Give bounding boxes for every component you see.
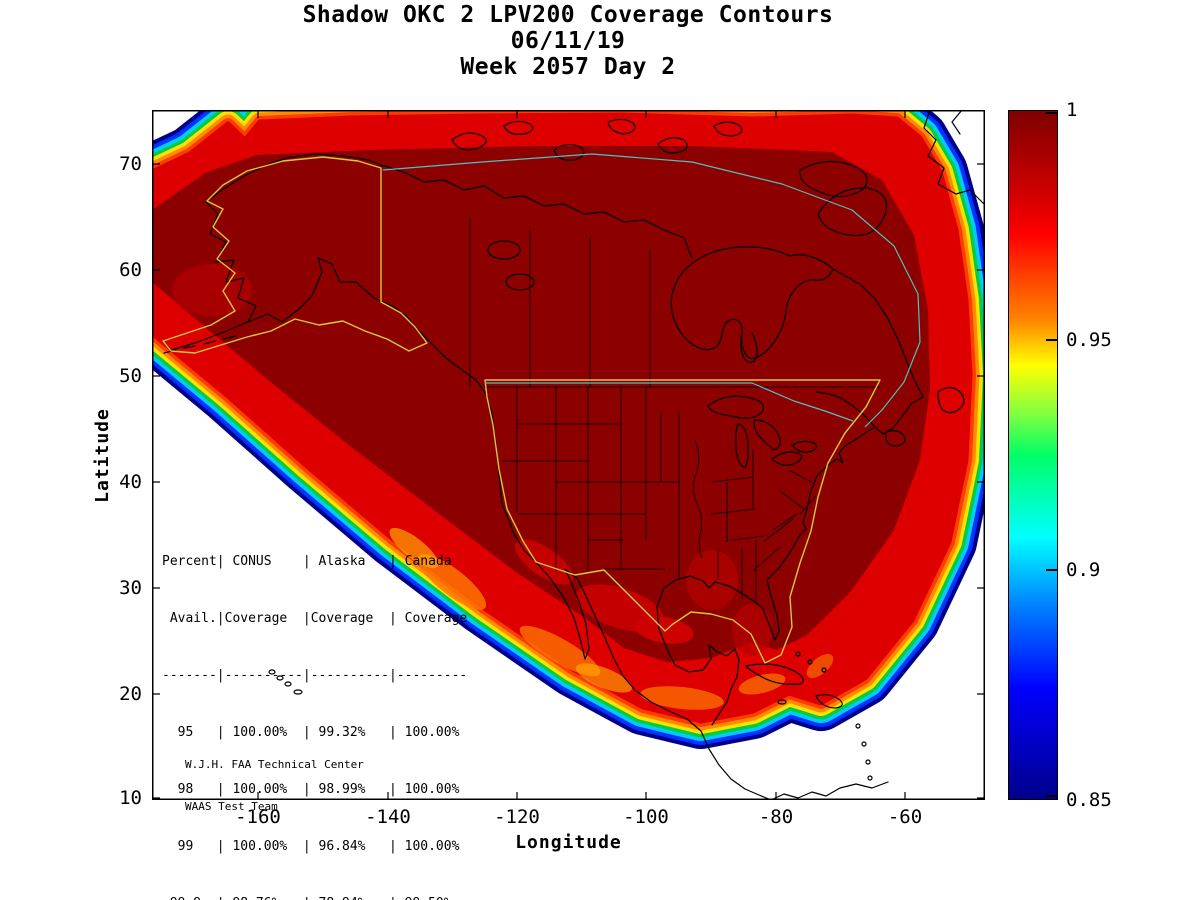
colorbar-tick-label: 0.85 <box>1066 789 1112 811</box>
contour-field <box>152 110 985 800</box>
colorbar <box>1008 110 1058 800</box>
x-tick-label: -60 <box>887 806 923 828</box>
colorbar-tick-label: 1 <box>1066 99 1078 121</box>
y-tick-label: 30 <box>119 577 142 599</box>
x-tick-label: -120 <box>494 806 540 828</box>
x-tick-label: -100 <box>623 806 669 828</box>
chart-title-block: Shadow OKC 2 LPV200 Coverage Contours 06… <box>0 2 1136 80</box>
colorbar-tick-mark <box>1046 569 1057 571</box>
y-tick-label: 60 <box>119 259 142 281</box>
chart-title: Shadow OKC 2 LPV200 Coverage Contours <box>302 2 834 28</box>
contour-mottling <box>389 527 834 710</box>
canada-boundary <box>382 153 921 428</box>
coastlines <box>163 110 985 800</box>
core-contour <box>152 146 930 662</box>
y-tick-label: 20 <box>119 683 142 705</box>
plot-area: Percent| CONUS | Alaska | Canada Avail.|… <box>152 110 985 900</box>
alaska-boundary <box>162 156 428 354</box>
state-borders <box>380 165 880 602</box>
credit-line-1: W.J.H. FAA Technical Center <box>185 758 364 771</box>
axis-ticks <box>152 110 985 800</box>
x-tick-label: -160 <box>235 806 281 828</box>
y-tick-label: 70 <box>119 153 142 175</box>
x-tick-label: -80 <box>758 806 794 828</box>
colorbar-tick-label: 0.95 <box>1066 329 1112 351</box>
colorbar-tick-mark <box>1046 339 1057 341</box>
colorbar-tick-mark <box>1046 795 1057 797</box>
colorbar-tick-label: 0.9 <box>1066 559 1101 581</box>
x-axis-label: Longitude <box>515 832 622 853</box>
service-boundaries <box>162 153 921 664</box>
credit-text: W.J.H. FAA Technical Center WAAS Test Te… <box>185 730 364 842</box>
table-row: 99 | 100.00% | 96.84% | 100.00% <box>162 839 460 854</box>
coverage-contour-map <box>152 110 985 800</box>
y-tick-label: 50 <box>119 365 142 387</box>
table-header-row: Percent| CONUS | Alaska | Canada <box>162 554 452 569</box>
colorbar-tick-mark <box>1046 112 1057 114</box>
y-tick-label: 10 <box>119 787 142 809</box>
table-row: 99.9 | 98.76% | 78.94% | 99.50% <box>162 894 467 900</box>
conus-boundary <box>484 379 881 664</box>
availability-table: Percent| CONUS | Alaska | Canada Avail.|… <box>162 514 467 900</box>
chart-week-day: Week 2057 Day 2 <box>460 54 676 80</box>
plot-border <box>152 110 985 800</box>
x-tick-label: -140 <box>365 806 411 828</box>
table-row: 95 | 100.00% | 99.32% | 100.00% <box>162 725 460 740</box>
chart-date: 06/11/19 <box>510 28 626 54</box>
table-row: 98 | 100.00% | 98.99% | 100.00% <box>162 782 460 797</box>
table-header-row: Avail.|Coverage |Coverage | Coverage <box>162 611 468 626</box>
table-divider: -------|----------|----------|--------- <box>162 668 468 683</box>
credit-line-2: WAAS Test Team <box>185 800 278 813</box>
y-tick-label: 40 <box>119 471 142 493</box>
